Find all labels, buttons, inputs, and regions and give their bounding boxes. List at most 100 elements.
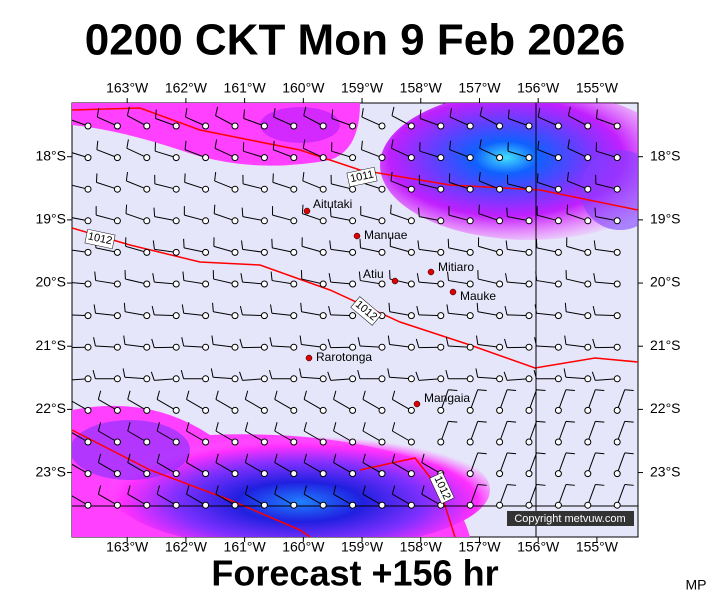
barb-flag: [215, 422, 219, 432]
barb-staff: [418, 378, 441, 381]
barb-staff: [331, 183, 353, 190]
barb-flag: [273, 108, 276, 118]
barb-station: [437, 185, 445, 193]
isobar: [72, 429, 311, 537]
barb-flag: [507, 420, 517, 423]
barb-station: [319, 248, 327, 256]
barb-station: [231, 248, 239, 256]
barb-flag: [448, 420, 458, 423]
barb-station: [290, 312, 298, 320]
barb-flag: [302, 171, 305, 182]
barb-flag: [156, 453, 160, 463]
barb-flag: [357, 337, 361, 347]
lat-tick-label: 18°S: [35, 147, 66, 163]
barb-flag: [567, 139, 570, 149]
barb-staff: [478, 213, 500, 222]
barb-flag: [595, 420, 605, 423]
barb-staff: [330, 378, 353, 381]
barb-flag: [504, 305, 508, 315]
barb-staff: [479, 115, 500, 127]
barb-station: [554, 154, 562, 162]
barb-staff: [557, 421, 567, 443]
barb-station: [554, 470, 562, 478]
barb-station: [554, 375, 562, 383]
barb-flag: [213, 204, 216, 214]
lon-tick-label: 155°W: [576, 80, 619, 96]
barb-station: [584, 343, 592, 351]
barb-flag: [122, 368, 126, 378]
barb-station: [202, 217, 210, 225]
barb-flag: [65, 240, 66, 249]
barb-station: [466, 470, 474, 478]
barb-station: [172, 185, 180, 193]
barb-flag: [150, 371, 155, 381]
barb-station: [496, 122, 504, 130]
barb-staff: [499, 389, 508, 411]
barb-station: [496, 248, 504, 256]
barb-station: [202, 438, 210, 446]
barb-staff: [301, 278, 324, 285]
barb-flag: [624, 484, 634, 486]
barb-station: [349, 217, 357, 225]
barb-station: [496, 501, 504, 509]
barb-station: [378, 501, 386, 509]
lat-tick-label: 20°S: [650, 274, 681, 290]
barb-staff: [72, 432, 89, 443]
barb-station: [260, 185, 268, 193]
barb-station: [525, 280, 533, 288]
barb-flag: [244, 390, 249, 400]
barb-flag: [417, 240, 420, 250]
barb-station: [496, 343, 504, 351]
barb-flag: [447, 271, 449, 281]
barb-staff: [126, 147, 148, 159]
barb-station: [525, 122, 533, 130]
lat-tick-label: 22°S: [35, 400, 66, 416]
barb-staff: [303, 430, 324, 443]
barb-staff: [536, 345, 559, 348]
barb-flag: [214, 139, 218, 149]
barb-staff: [330, 216, 353, 222]
barb-flag: [536, 452, 546, 455]
barb-flag: [97, 422, 102, 432]
barb-station: [437, 375, 445, 383]
barb-staff: [303, 398, 324, 411]
barb-staff: [124, 344, 147, 348]
barb-station: [584, 375, 592, 383]
barb-flag: [210, 368, 214, 378]
barb-staff: [72, 378, 89, 381]
barb-station: [290, 154, 298, 162]
barb-station: [172, 438, 180, 446]
barb-staff: [391, 147, 412, 159]
barb-flag: [475, 368, 479, 378]
barb-flag: [479, 106, 483, 116]
place-name: Manuae: [364, 228, 408, 242]
barb-station: [378, 343, 386, 351]
barb-staff: [479, 180, 500, 190]
barb-staff: [213, 344, 236, 348]
barb-flag: [362, 422, 366, 432]
barb-flag: [507, 109, 510, 119]
barb-flag: [215, 390, 219, 400]
barb-station: [143, 406, 151, 414]
isobar-label: 1012: [87, 230, 113, 247]
lon-tick-label: 155°W: [576, 539, 619, 555]
barb-station: [319, 185, 327, 193]
barb-station: [202, 501, 210, 509]
barb-station: [172, 122, 180, 130]
barb-station: [260, 154, 268, 162]
barb-station: [84, 406, 92, 414]
barb-staff: [302, 213, 324, 222]
barb-station: [378, 375, 386, 383]
barb-station: [437, 406, 445, 414]
barb-station: [172, 154, 180, 162]
barb-station: [584, 438, 592, 446]
isobar: [359, 457, 456, 537]
barb-station: [113, 217, 121, 225]
barb-flag: [477, 452, 487, 455]
barb-staff: [330, 314, 353, 317]
barb-flag: [361, 108, 364, 118]
barb-flag: [97, 390, 102, 400]
barb-staff: [419, 150, 441, 159]
barb-station: [613, 501, 621, 509]
lon-tick-label: 159°W: [341, 80, 384, 96]
